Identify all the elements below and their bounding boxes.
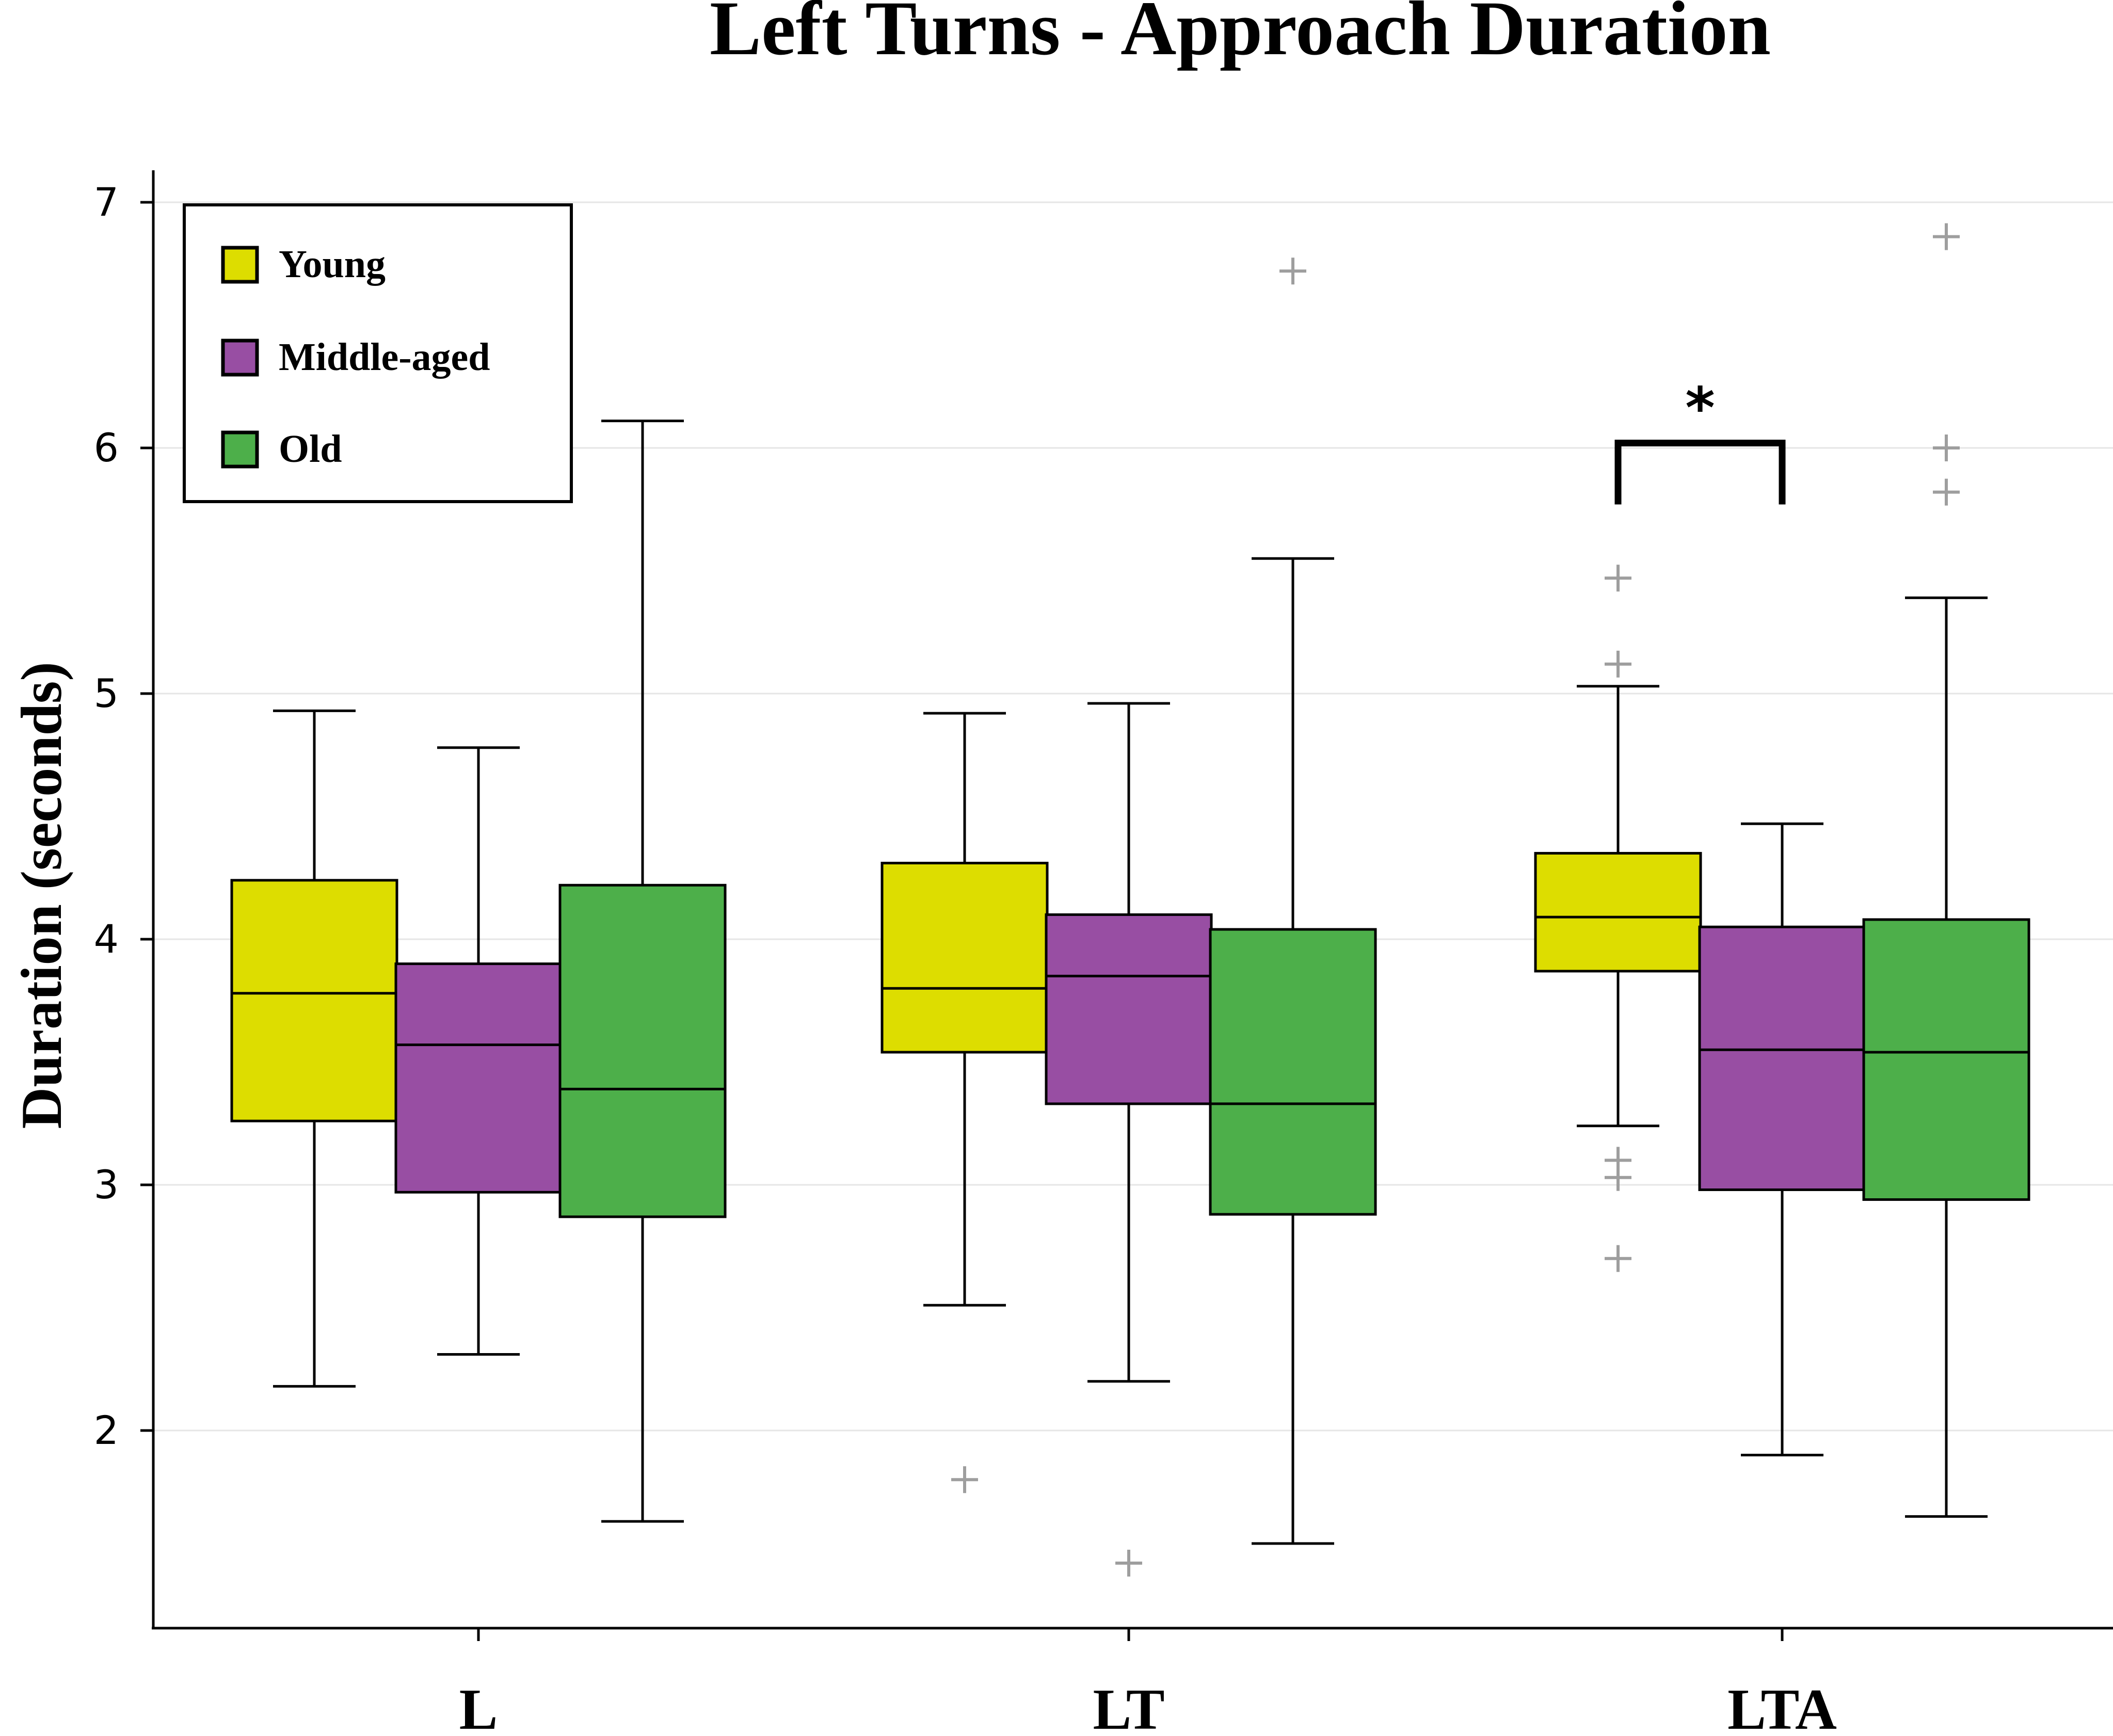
outlier-young-LTA-1 [1605,650,1631,678]
legend-label-middle-aged: Middle-aged [279,335,490,379]
box-middle-aged-LTA [1698,925,1866,1192]
outlier-old-LTA-0 [1933,223,1960,250]
legend-swatch-young [221,246,259,284]
box-middle-aged-L [394,962,563,1194]
box-old-LT [1209,928,1377,1216]
y-tick-label-6: 6 [94,425,119,471]
box-young-L [230,879,398,1122]
legend-swatch-old [221,430,259,469]
outlier-young-LTA-3 [1605,1164,1631,1191]
outlier-old-LT-0 [1279,258,1306,285]
legend-label-old: Old [279,427,342,471]
chart-title: Left Turns - Approach Duration [710,0,1771,71]
y-tick-label-4: 4 [94,916,119,962]
y-axis-label: Duration (seconds) [10,662,74,1129]
outlier-young-LTA-0 [1605,565,1631,592]
y-tick-label-3: 3 [94,1162,119,1208]
box-young-LTA [1534,851,1702,973]
box-middle-aged-LT [1045,913,1213,1105]
outlier-old-LTA-1 [1933,435,1960,461]
y-tick-label-2: 2 [94,1407,119,1453]
x-tick-label-L: L [459,1678,498,1736]
outlier-middle-aged-LT-0 [1115,1550,1142,1577]
outlier-young-LTA-4 [1605,1245,1631,1272]
x-tick-label-LT: LT [1093,1678,1164,1736]
box-old-LTA [1862,918,2030,1201]
outlier-old-LTA-2 [1933,478,1960,506]
y-tick-label-5: 5 [94,670,119,716]
box-old-L [558,883,727,1218]
significance-star-0: * [1685,375,1715,441]
outlier-young-LT-0 [951,1466,978,1493]
x-tick-label-LTA: LTA [1727,1678,1837,1736]
legend-swatch-middle-aged [221,339,259,377]
y-tick-label-7: 7 [94,179,119,225]
significance-bracket-0 [1614,439,1786,505]
legend-label-young: Young [279,243,386,286]
box-young-LT [881,861,1049,1054]
